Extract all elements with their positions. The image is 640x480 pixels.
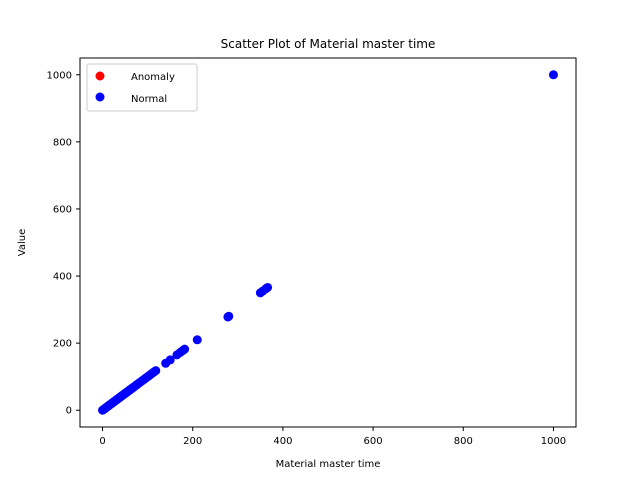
y-tick-label: 0 [66, 406, 72, 417]
x-tick-label: 800 [454, 436, 473, 447]
data-point-normal [180, 344, 190, 354]
legend-marker-normal [95, 92, 105, 102]
legend-marker-anomaly [95, 71, 105, 81]
data-points [98, 70, 558, 415]
data-point-normal [192, 335, 202, 345]
data-point-normal [224, 311, 234, 321]
y-tick-label: 1000 [47, 70, 72, 81]
legend-label-anomaly: Anomaly [131, 72, 175, 83]
y-tick-label: 600 [53, 204, 72, 215]
legend-box [86, 63, 198, 112]
x-axis-title: Material master time [276, 459, 381, 470]
legend: Anomaly Normal [86, 63, 198, 112]
data-point-normal [548, 70, 558, 80]
x-tick-label: 400 [273, 436, 292, 447]
x-tick-label: 200 [183, 436, 202, 447]
y-tick-label: 800 [53, 137, 72, 148]
y-axis-title: Value [17, 229, 28, 256]
y-axis-ticks: 0 200 400 600 800 1000 [47, 70, 80, 417]
data-point-normal [151, 366, 161, 376]
x-tick-label: 1000 [541, 436, 566, 447]
data-point-normal [165, 355, 175, 365]
legend-label-normal: Normal [131, 94, 167, 105]
y-tick-label: 200 [53, 339, 72, 350]
data-point-normal [263, 282, 273, 292]
chart-title: Scatter Plot of Material master time [221, 37, 436, 51]
x-axis-ticks: 0 200 400 600 800 1000 [99, 427, 566, 447]
plot-frame [79, 57, 577, 428]
x-tick-label: 600 [364, 436, 383, 447]
x-tick-label: 0 [99, 436, 105, 447]
y-tick-label: 400 [53, 272, 72, 283]
